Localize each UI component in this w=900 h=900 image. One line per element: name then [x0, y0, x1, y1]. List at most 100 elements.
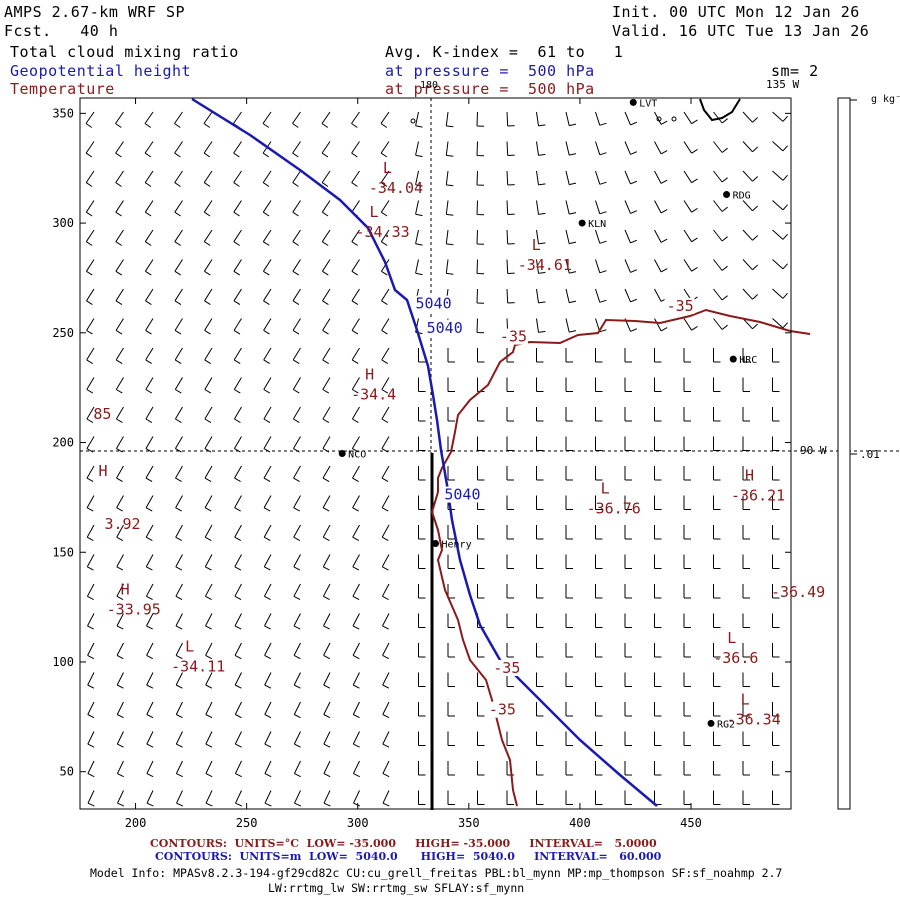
height-contour-label: 5040 — [444, 486, 480, 504]
wind-barb — [506, 525, 514, 540]
wind-barb — [447, 790, 455, 805]
wind-barb — [624, 111, 638, 126]
wind-barb — [536, 259, 546, 274]
wind-barb — [380, 111, 390, 128]
wind-barb — [595, 259, 607, 274]
wind-barb — [536, 436, 544, 451]
wind-barb — [352, 613, 360, 630]
wind-barb — [293, 583, 301, 601]
wind-barb — [382, 701, 390, 719]
wind-barb — [234, 554, 242, 571]
wind-barb — [595, 407, 603, 422]
wind-barb — [174, 259, 183, 276]
wind-barb — [742, 466, 750, 481]
wind-barb — [418, 495, 426, 510]
wind-barb — [506, 466, 514, 481]
wind-barb — [352, 642, 360, 660]
wind-barb — [506, 170, 515, 186]
label-mask — [664, 297, 695, 314]
wind-barb — [477, 466, 485, 481]
wind-barb — [418, 554, 426, 569]
wind-barb — [595, 200, 607, 215]
wind-barb — [204, 524, 213, 542]
y-tick-label: 350 — [52, 106, 74, 120]
smoothing-label: sm= 2 — [771, 62, 819, 80]
wind-barb — [145, 583, 154, 601]
wind-barb — [742, 377, 750, 392]
wind-barb — [565, 377, 573, 392]
temperature-contour-east — [789, 330, 811, 335]
wind-barb — [352, 731, 360, 748]
wind-barb — [654, 466, 662, 481]
wind-barb — [742, 554, 750, 569]
wind-barb — [292, 200, 301, 217]
wind-barb — [205, 760, 213, 778]
wind-barb — [772, 731, 780, 746]
wind-barb — [351, 436, 360, 453]
init-time: Init. 00 UTC Mon 12 Jan 26 — [612, 3, 860, 21]
wind-barb — [713, 111, 728, 124]
wind-barb — [382, 672, 390, 689]
wind-barb — [772, 229, 788, 240]
wind-barb — [293, 613, 301, 630]
wind-barb — [595, 229, 607, 244]
wind-barb — [536, 229, 546, 245]
wind-barb — [292, 288, 301, 306]
wind-barb — [536, 790, 544, 805]
extremum-value: -36.6 — [713, 649, 758, 667]
wind-barb — [418, 436, 426, 451]
wind-barb — [292, 170, 301, 187]
wind-barb — [477, 436, 485, 451]
y-tick-label: 150 — [52, 545, 74, 559]
wind-barb — [445, 111, 454, 128]
station-label: RDG — [733, 191, 751, 202]
wind-barb — [447, 584, 455, 599]
meridian-label: 180 — [420, 80, 439, 91]
wind-barb — [415, 229, 423, 246]
extremum-value: -34.33 — [356, 223, 410, 241]
wind-barb — [742, 288, 759, 300]
wind-barb — [536, 613, 544, 628]
extremum-symbol: L — [370, 203, 379, 221]
wind-barb — [234, 583, 242, 601]
wind-barb — [233, 288, 242, 306]
wind-barb — [263, 436, 272, 453]
wind-barb — [381, 288, 390, 306]
station-marker — [723, 191, 731, 199]
wind-barb — [565, 170, 577, 186]
x-tick-label: 450 — [680, 816, 702, 830]
colorbar — [837, 97, 851, 810]
wind-barb — [624, 525, 632, 540]
wind-barb — [292, 436, 301, 453]
x-tick-label: 350 — [458, 816, 480, 830]
wind-barb — [146, 672, 154, 689]
wind-barb — [595, 702, 603, 717]
wind-barb — [447, 554, 455, 569]
wind-barb — [264, 731, 272, 748]
wind-barb — [380, 200, 390, 217]
extremum-value: -36.21 — [731, 486, 785, 504]
wind-barb — [234, 731, 242, 748]
wind-barb — [87, 790, 95, 807]
wind-barb — [595, 348, 603, 363]
wind-barb — [595, 466, 603, 481]
wind-barb — [476, 229, 485, 245]
forecast-hour: Fcst. 40 h — [4, 22, 119, 40]
wind-barb — [233, 170, 242, 187]
wind-barb — [264, 642, 272, 660]
plot-frame — [79, 97, 792, 810]
wind-barb — [477, 584, 485, 599]
wind-barb — [624, 761, 632, 776]
height-contour-label: 5040 — [416, 295, 452, 313]
wind-barb — [353, 790, 361, 807]
wind-barb — [86, 495, 95, 512]
wind-barb — [418, 672, 426, 687]
wind-barb — [595, 170, 607, 185]
wind-barb — [292, 406, 301, 424]
wind-barb — [293, 701, 301, 719]
wind-barb — [116, 672, 124, 689]
extremum-symbol: H — [745, 466, 754, 484]
pressure-temperature: at pressure = 500 hPa — [385, 80, 595, 98]
wind-barb — [234, 495, 242, 512]
wind-barb — [415, 170, 423, 187]
